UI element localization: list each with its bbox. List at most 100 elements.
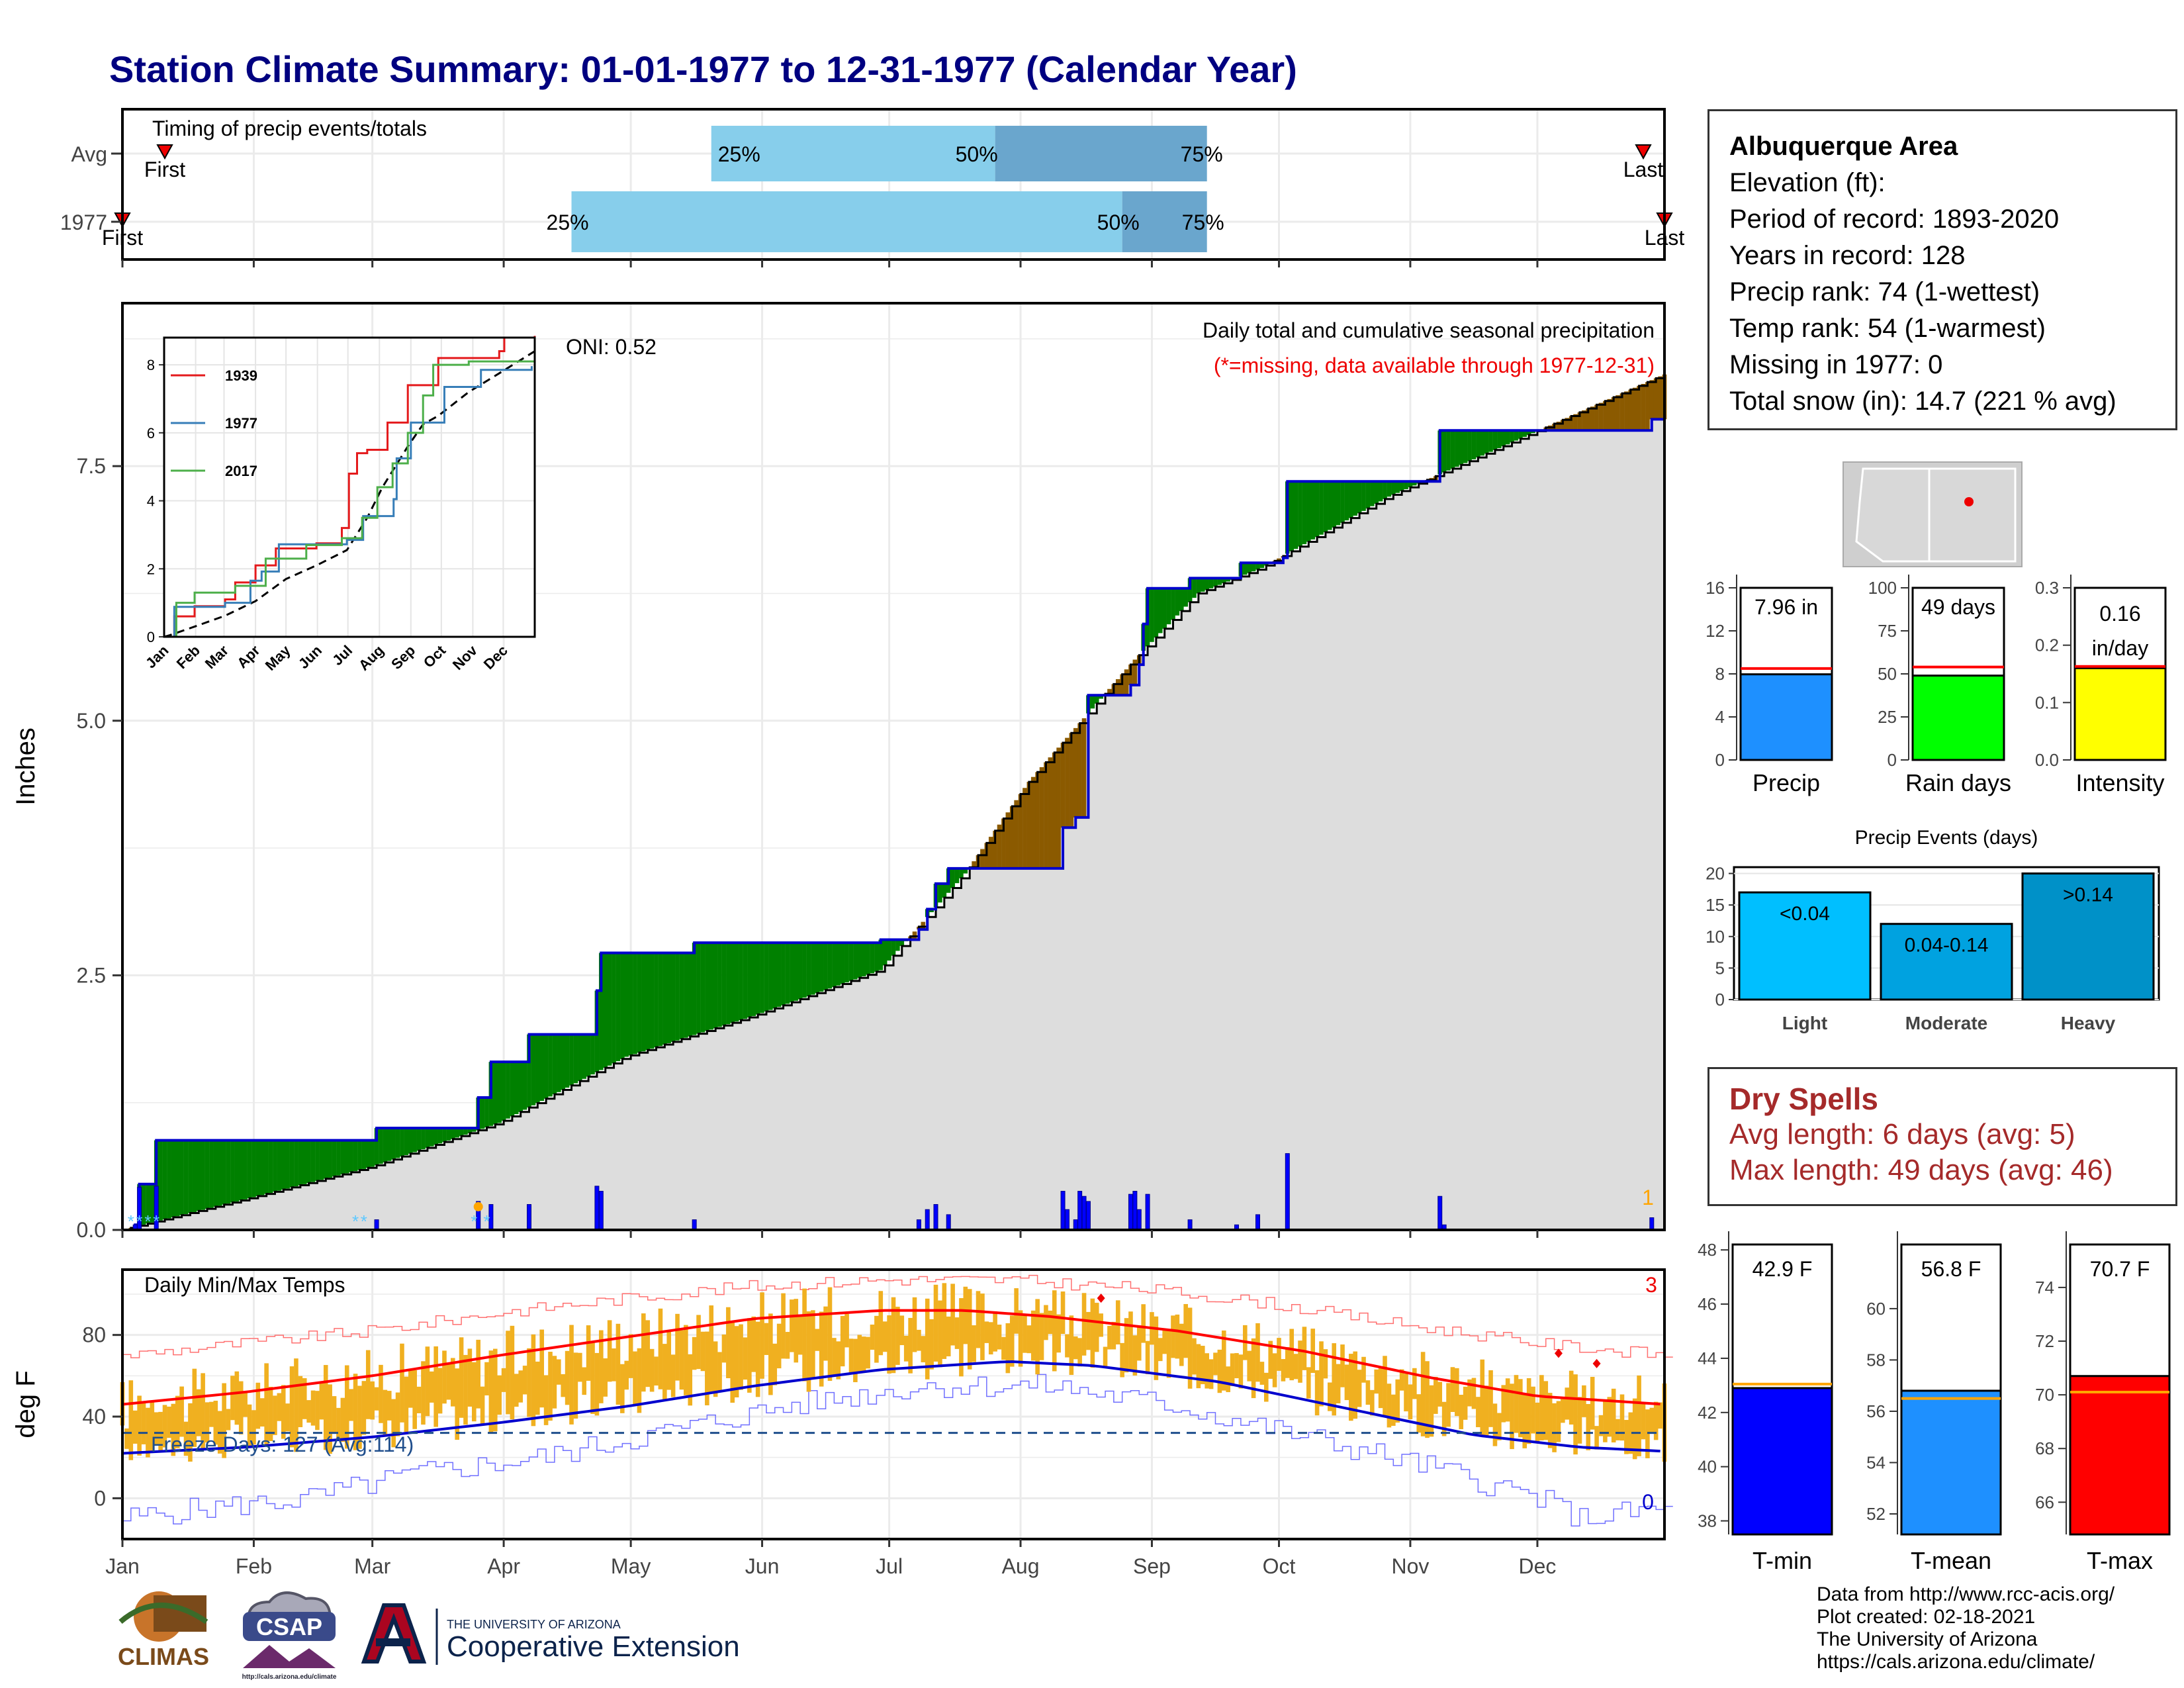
surplus-area	[446, 1128, 451, 1141]
freeze-days-label: Freeze Days: 127 (Avg:114)	[151, 1432, 414, 1456]
daily-temp-bar	[1383, 1356, 1387, 1417]
deficit-area	[1077, 723, 1082, 818]
surplus-area	[442, 1128, 447, 1143]
daily-temp-bar	[273, 1395, 277, 1435]
surplus-area	[878, 939, 884, 970]
daily-precip-bar	[1145, 1194, 1150, 1231]
daily-temp-bar	[1272, 1353, 1277, 1387]
daily-temp-bar	[1412, 1368, 1417, 1399]
surplus-area	[573, 1034, 578, 1084]
surplus-area	[612, 953, 616, 1064]
daily-temp-bar	[1501, 1385, 1506, 1423]
surplus-area	[950, 868, 955, 888]
month-tick-label: Nov	[1391, 1554, 1429, 1578]
surplus-area	[492, 1062, 498, 1125]
surplus-area	[557, 1034, 561, 1092]
daily-temp-bar	[1289, 1329, 1295, 1381]
surplus-area	[1374, 481, 1379, 504]
daily-temp-bar	[1637, 1375, 1641, 1456]
daily-temp-bar	[1052, 1290, 1057, 1372]
daily-temp-bar	[450, 1358, 455, 1407]
inset-series-line	[164, 366, 533, 638]
daily-temp-bar	[527, 1348, 531, 1417]
daily-temp-bar	[675, 1313, 680, 1381]
surplus-area	[497, 1062, 502, 1123]
daily-temp-bar	[1344, 1364, 1349, 1401]
inset-series-line	[164, 360, 535, 638]
surplus-area	[1226, 578, 1230, 582]
temp-y-tick-label: 0	[94, 1486, 106, 1510]
surplus-area	[243, 1140, 248, 1199]
events-category-label: Heavy	[2061, 1013, 2116, 1033]
snow-marker: *	[352, 1211, 359, 1231]
daily-temp-bar	[755, 1321, 760, 1397]
daily-temp-bar	[353, 1374, 358, 1450]
surplus-area	[624, 953, 629, 1057]
daily-temp-bar	[967, 1289, 972, 1370]
daily-temp-bar	[1077, 1338, 1082, 1367]
daily-precip-bar	[1285, 1153, 1290, 1231]
precip-corner-count: 1	[1642, 1186, 1654, 1209]
daily-temp-bar	[1141, 1304, 1146, 1343]
daily-temp-bar	[836, 1341, 841, 1380]
surplus-area	[1213, 578, 1218, 587]
deficit-area	[1060, 743, 1066, 828]
daily-precip-bar	[1081, 1196, 1087, 1231]
surplus-area	[823, 943, 828, 990]
surplus-area	[853, 943, 858, 980]
gauge-y-tick-label: 12	[1706, 621, 1725, 641]
surplus-area	[285, 1140, 290, 1189]
daily-temp-bar	[226, 1409, 231, 1430]
daily-temp-bar	[1492, 1403, 1498, 1446]
precip-subtitle: Daily total and cumulative seasonal prec…	[1203, 318, 1655, 342]
daily-temp-bar	[128, 1380, 134, 1460]
timing-q50-q75-bar	[995, 126, 1207, 181]
daily-temp-bar	[158, 1411, 163, 1452]
daily-temp-bar	[539, 1329, 545, 1408]
surplus-area	[857, 943, 862, 978]
daily-temp-bar	[1476, 1397, 1480, 1428]
surplus-area	[815, 943, 820, 994]
surplus-area	[1183, 588, 1188, 607]
daily-temp-bar	[895, 1307, 900, 1365]
daily-temp-bar	[573, 1352, 578, 1419]
precip-y-tick-label: 7.5	[77, 454, 106, 478]
daily-temp-bar	[1543, 1381, 1549, 1440]
deficit-area	[1619, 393, 1625, 431]
surplus-area	[874, 943, 879, 972]
surplus-area	[255, 1140, 261, 1196]
page-title: Station Climate Summary: 01-01-1977 to 1…	[109, 48, 1297, 90]
daily-temp-bar	[1332, 1343, 1337, 1416]
surplus-area	[666, 953, 672, 1043]
deficit-area	[1590, 406, 1595, 431]
surplus-area	[268, 1140, 273, 1193]
surplus-area	[357, 1140, 362, 1170]
daily-temp-bar	[599, 1330, 604, 1403]
daily-temp-bar	[594, 1352, 600, 1416]
surplus-area	[641, 953, 646, 1052]
deficit-area	[1649, 380, 1655, 420]
daily-precip-bar	[933, 1204, 938, 1231]
surplus-area	[1349, 481, 1353, 518]
daily-temp-bar	[823, 1306, 828, 1361]
inset-y-tick-label: 2	[147, 561, 155, 577]
daily-temp-bar	[463, 1354, 468, 1425]
surplus-area	[1090, 695, 1095, 709]
deficit-area	[1586, 408, 1591, 431]
daily-temp-bar	[785, 1332, 790, 1359]
surplus-area	[802, 943, 807, 998]
daily-precip-bar	[1255, 1214, 1260, 1231]
surplus-area	[565, 1034, 570, 1088]
daily-temp-bar	[213, 1401, 218, 1445]
daily-temp-bar	[416, 1386, 422, 1413]
daily-temp-bar	[1107, 1325, 1112, 1350]
deficit-area	[1561, 420, 1565, 431]
daily-precip-bar	[1060, 1191, 1066, 1231]
daily-temp-bar	[1590, 1376, 1595, 1430]
daily-temp-bar	[908, 1317, 913, 1374]
deficit-area	[1132, 659, 1138, 685]
daily-precip-bar	[1064, 1209, 1069, 1231]
deficit-area	[1018, 794, 1023, 868]
daily-temp-bar	[569, 1325, 574, 1425]
surplus-area	[1344, 481, 1349, 521]
